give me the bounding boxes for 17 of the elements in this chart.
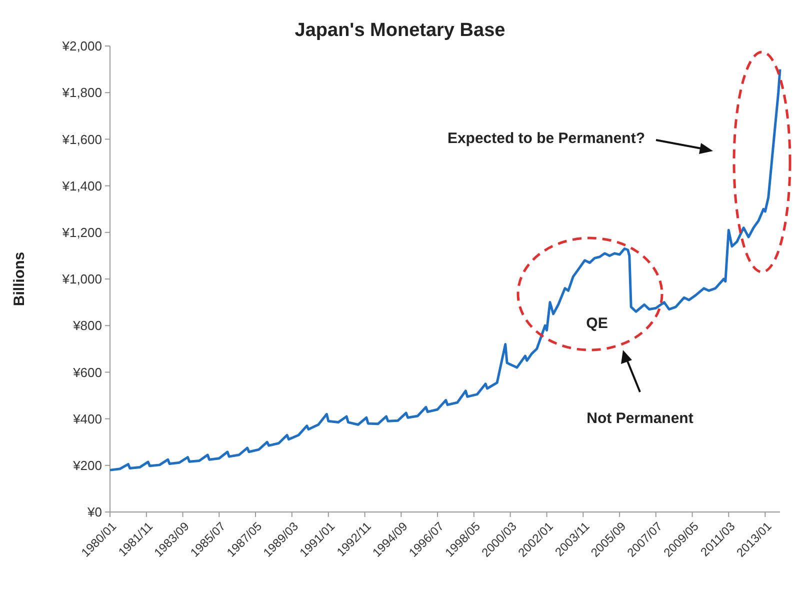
- line-series: [108, 68, 782, 472]
- y-tick-label: ¥1,200: [61, 224, 102, 240]
- y-tick-label: ¥800: [72, 318, 102, 334]
- annotation: Not Permanent: [586, 410, 694, 427]
- y-tick-label: ¥1,800: [61, 85, 102, 100]
- y-tick-label: ¥400: [72, 411, 102, 426]
- y-tick-label: ¥600: [72, 364, 102, 380]
- y-axis-title: Billions: [11, 252, 28, 306]
- y-tick-label: ¥1,000: [61, 272, 102, 287]
- annotation: QE: [586, 315, 608, 332]
- y-tick-label: ¥1,600: [61, 132, 102, 147]
- annotation: Expected to be Permanent?: [447, 130, 645, 147]
- chart-title: Japan's Monetary Base: [294, 20, 506, 41]
- y-tick-label: ¥0: [86, 504, 102, 520]
- y-tick-label: ¥200: [72, 458, 102, 473]
- y-tick-label: ¥2,000: [61, 38, 102, 54]
- y-tick-label: ¥1,400: [61, 178, 102, 194]
